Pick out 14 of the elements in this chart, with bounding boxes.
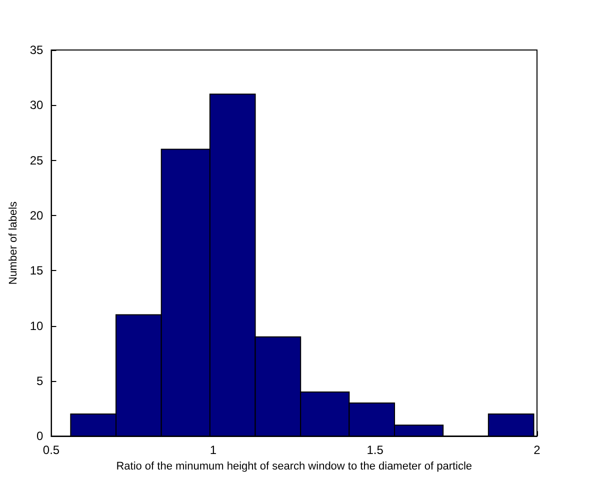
y-tick-label: 35 — [30, 43, 44, 57]
y-axis-title: Number of labels — [8, 200, 20, 285]
y-tick-label: 20 — [30, 208, 44, 222]
y-tick-label: 0 — [36, 429, 44, 444]
x-tick-label: 1 — [210, 443, 217, 458]
y-tick-label: 30 — [30, 98, 44, 112]
x-tick-label: 1.5 — [366, 443, 384, 458]
y-tick-label: 15 — [30, 264, 44, 278]
y-tick-label: 25 — [30, 153, 44, 168]
x-axis-title: Ratio of the minumum height of search window to the diameter of particle — [116, 460, 472, 472]
x-tick-label: 2 — [534, 443, 541, 458]
y-tick-label: 5 — [36, 374, 44, 388]
x-tick-label: 0.5 — [42, 443, 60, 458]
y-tick-label: 10 — [30, 318, 44, 333]
